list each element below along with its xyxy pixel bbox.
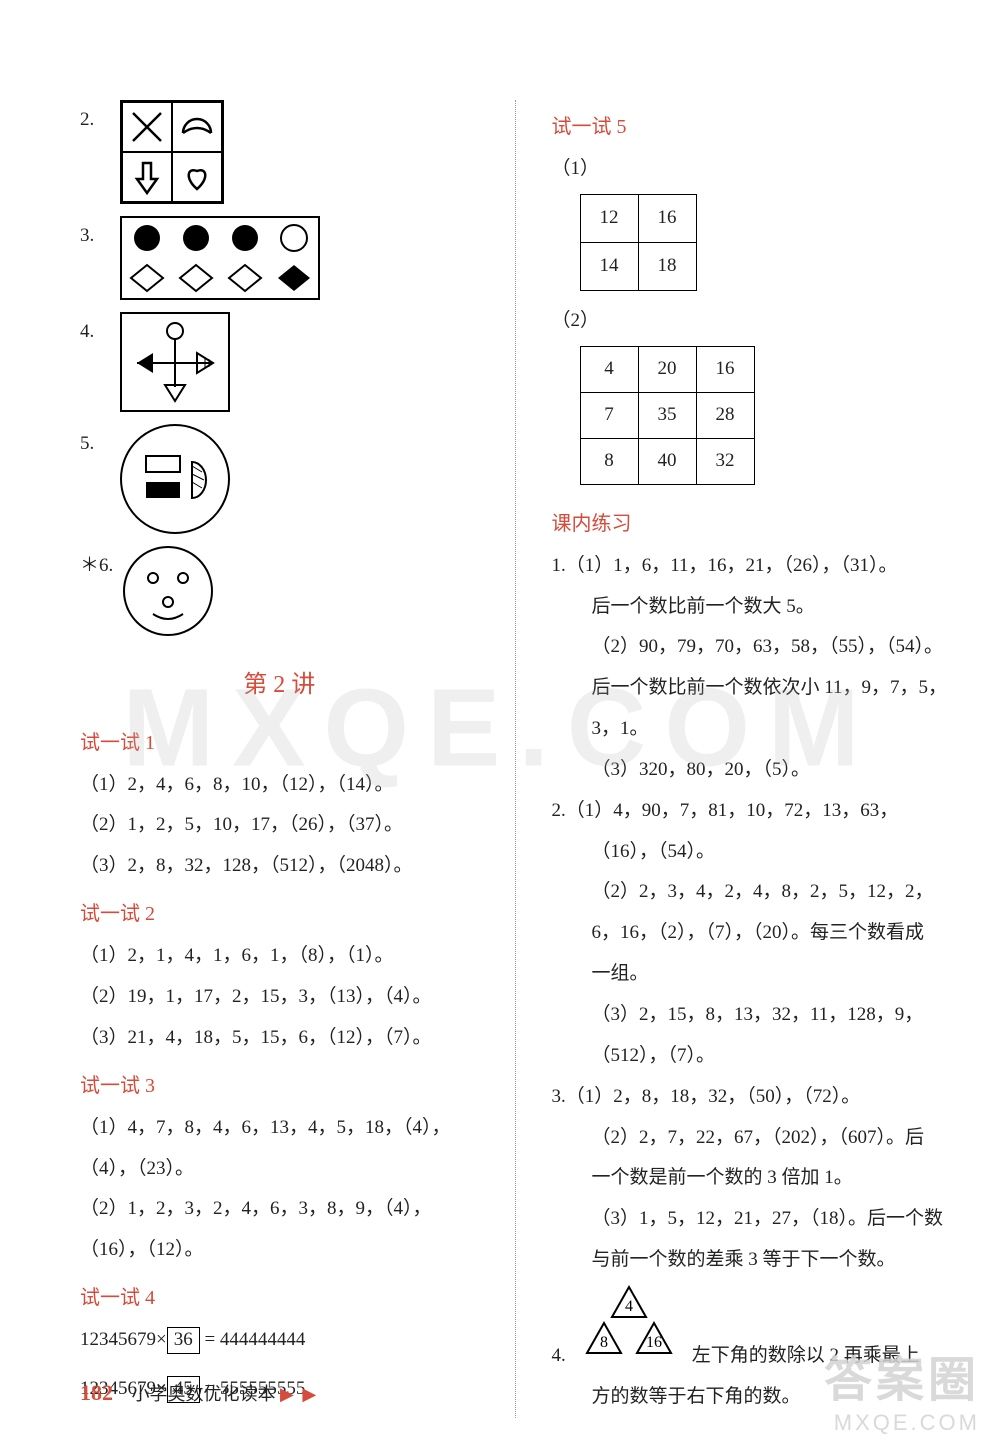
try5-table-1: 1216 1418 <box>580 194 697 291</box>
p2-4: 一组。 <box>552 954 951 995</box>
try4-a: 12345679×36 = 444444444 <box>80 1320 479 1361</box>
t2-c: 4 <box>580 346 638 392</box>
q3-figure <box>120 216 320 300</box>
p2-1: （16），（54）。 <box>552 832 951 873</box>
try3-1: （1）4，7，8，4，6，13，4，5，18，（4）， <box>80 1108 479 1149</box>
try4-title: 试一试 4 <box>80 1277 479 1320</box>
p1-1: 后一个数比前一个数大 5。 <box>552 587 951 628</box>
q3-num: 3. <box>80 216 110 257</box>
p1-3: 后一个数比前一个数依次小 11，9，7，5， <box>552 668 951 709</box>
try2-1: （1）2，1，4，1，6，1，（8），（1）。 <box>80 936 479 977</box>
p1-4: 3，1。 <box>552 709 951 750</box>
q4-num: 4. <box>80 312 110 353</box>
p4-triangle-fig: 4 8 16 <box>574 1281 684 1377</box>
p2-5: （3）2，15，8，13，32，11，128，9， <box>552 995 951 1036</box>
p2-3: 6，16，（2），（7），（20）。每三个数看成 <box>552 913 951 954</box>
t2-c: 8 <box>580 438 638 484</box>
p4-num: 4. <box>552 1336 566 1377</box>
page-number: 182 <box>80 1380 113 1405</box>
try1-3: （3）2，8，32，128，（512），（2048）。 <box>80 846 479 887</box>
page-content: 2. 3. <box>0 0 1000 1438</box>
q5-figure <box>120 424 230 534</box>
t2-c: 28 <box>696 392 754 438</box>
q6: ＊6. <box>80 546 479 636</box>
p2-6: （512），（7）。 <box>552 1036 951 1077</box>
section-2-title: 第 2 讲 <box>80 660 479 712</box>
t1-c: 12 <box>580 194 638 242</box>
try2-3: （3）21，4，18，5，15，6，（12），（7）。 <box>80 1018 479 1059</box>
p3-2: 一个数是前一个数的 3 倍加 1。 <box>552 1158 951 1199</box>
q2-num: 2. <box>80 100 110 141</box>
p3-0: 3.（1）2，8，18，32，（50），（72）。 <box>552 1077 951 1118</box>
q4-figure <box>120 312 230 412</box>
tri-right: 16 <box>646 1334 662 1351</box>
try2-title: 试一试 2 <box>80 893 479 936</box>
try3-2: （2）1，2，3，2，4，6，3，8，9，（4）， <box>80 1189 479 1230</box>
p3-1: （2）2，7，22，67，（202），（607）。后 <box>552 1118 951 1159</box>
try1-2: （2）1，2，5，10，17，（26），（37）。 <box>80 805 479 846</box>
watermark-corner: 答案圈 MXQE.COM <box>824 1340 980 1436</box>
try4-a-box: 36 <box>167 1327 200 1354</box>
q6-num: ＊6. <box>80 546 113 587</box>
p2-2: （2）2，3，4，2，4，8，2，5，12，2， <box>552 872 951 913</box>
q3: 3. <box>80 216 479 300</box>
p1-0: 1.（1）1，6，11，16，21，（26），（31）。 <box>552 546 951 587</box>
t2-c: 40 <box>638 438 696 484</box>
practice-title: 课内练习 <box>552 503 951 546</box>
footer-marks: ▶ ▶ <box>280 1384 318 1404</box>
try5-title: 试一试 5 <box>552 106 951 149</box>
right-column: 试一试 5 （1） 1216 1418 （2） 42016 73528 8403… <box>552 100 951 1418</box>
column-divider <box>515 100 516 1418</box>
q5-num: 5. <box>80 424 110 465</box>
t1-c: 14 <box>580 242 638 290</box>
left-column: 2. 3. <box>80 100 479 1418</box>
t1-c: 16 <box>638 194 696 242</box>
try3-2b: （16），（12）。 <box>80 1230 479 1271</box>
try3-1b: （4），（23）。 <box>80 1149 479 1190</box>
tri-top: 4 <box>625 1298 633 1315</box>
try5-table-2: 42016 73528 84032 <box>580 346 755 485</box>
try5-1-label: （1） <box>552 149 951 190</box>
try1-1: （1）2，4，6，8，10，（12），（14）。 <box>80 765 479 806</box>
try2-2: （2）19，1，17，2，15，3，（13），（4）。 <box>80 977 479 1018</box>
q6-figure <box>123 546 213 636</box>
try3-title: 试一试 3 <box>80 1065 479 1108</box>
watermark-corner-big: 答案圈 <box>824 1340 980 1410</box>
t2-c: 7 <box>580 392 638 438</box>
p3-3: （3）1，5，12，21，27，（18）。后一个数 <box>552 1199 951 1240</box>
t2-c: 35 <box>638 392 696 438</box>
footer-title: 小学奥数优化读本 <box>132 1384 276 1404</box>
try5-2-label: （2） <box>552 301 951 342</box>
t2-c: 32 <box>696 438 754 484</box>
q2: 2. <box>80 100 479 204</box>
q2-figure <box>120 100 224 204</box>
t2-c: 16 <box>696 346 754 392</box>
try4-a-pre: 12345679× <box>80 1329 167 1350</box>
page-footer: 182 小学奥数优化读本 ▶ ▶ <box>80 1380 318 1406</box>
p3-4: 与前一个数的差乘 3 等于下一个数。 <box>552 1240 951 1281</box>
try4-a-suf: = 444444444 <box>200 1329 306 1350</box>
q5: 5. <box>80 424 479 534</box>
try1-title: 试一试 1 <box>80 722 479 765</box>
t2-c: 20 <box>638 346 696 392</box>
p1-5: （3）320，80，20，（5）。 <box>552 750 951 791</box>
p2-0: 2.（1）4，90，7，81，10，72，13，63， <box>552 791 951 832</box>
p1-2: （2）90，79，70，63，58，（55），（54）。 <box>552 627 951 668</box>
watermark-corner-url: MXQE.COM <box>824 1410 980 1436</box>
t1-c: 18 <box>638 242 696 290</box>
q4: 4. <box>80 312 479 412</box>
tri-left: 8 <box>600 1334 608 1351</box>
